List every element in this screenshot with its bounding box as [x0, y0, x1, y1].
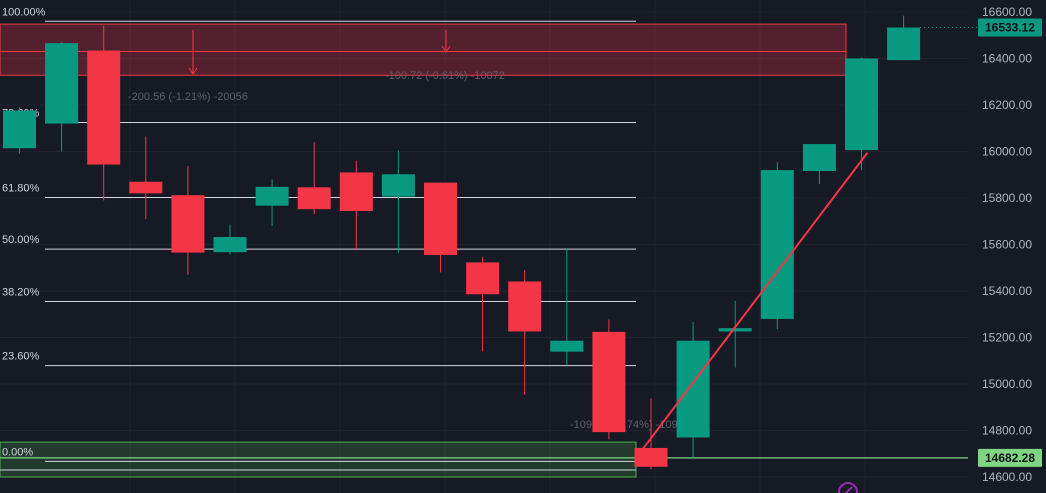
tradingview-logo-icon — [838, 482, 858, 493]
candle-up[interactable] — [550, 248, 584, 366]
price-axis-label: 15600.00 — [982, 238, 1032, 252]
measure-label-2: -100.72 (-0.61%) -10072 — [385, 70, 505, 82]
trend-line[interactable] — [635, 152, 869, 459]
candle-body — [87, 50, 121, 165]
price-tag-label: 16533.12 — [985, 21, 1035, 35]
measure-arrow-1[interactable] — [188, 30, 198, 75]
candle-body — [45, 43, 79, 124]
candle-up[interactable] — [3, 107, 36, 154]
candles[interactable] — [3, 15, 921, 470]
candle-up[interactable] — [760, 162, 794, 330]
candle-up[interactable] — [381, 150, 415, 253]
green-zone[interactable] — [0, 441, 637, 478]
candle-body — [550, 340, 584, 352]
candle-body — [213, 237, 247, 253]
measure-label-3: -109.41 (-0.74%) -10941 — [570, 419, 690, 431]
price-tag-box — [978, 448, 1042, 467]
fib-level-label: 61.80% — [2, 183, 40, 195]
candle-up[interactable] — [887, 15, 921, 61]
price-axis-label: 16200.00 — [982, 98, 1032, 112]
candle-up[interactable] — [676, 322, 710, 458]
price-axis-label: 15000.00 — [982, 377, 1032, 391]
price-axis-label: 15200.00 — [982, 331, 1032, 345]
candle-down[interactable] — [87, 25, 121, 201]
candle-body — [592, 331, 626, 433]
measure-label-1: -200.56 (-1.21%) -20056 — [128, 91, 248, 103]
price-axis-label: 15800.00 — [982, 191, 1032, 205]
candle-body — [508, 281, 542, 332]
candle-up[interactable] — [718, 300, 752, 368]
fib-level-label: 38.20% — [2, 286, 40, 298]
candle-body — [676, 340, 710, 438]
candle-body — [760, 170, 794, 319]
candle-down[interactable] — [424, 182, 457, 273]
candle-body — [718, 328, 752, 332]
candle-up[interactable] — [45, 42, 79, 152]
candle-down[interactable] — [508, 270, 542, 395]
candle-down[interactable] — [129, 136, 163, 219]
candle-body — [3, 110, 36, 149]
price-axis-label: 16000.00 — [982, 145, 1032, 159]
price-tags: 16533.12 14682.28 — [978, 18, 1042, 467]
price-axis-label: 14600.00 — [982, 470, 1032, 484]
candle-down[interactable] — [592, 319, 626, 440]
candle-body — [381, 174, 415, 197]
price-axis[interactable]: 16600.00 16400.00 16200.00 16000.00 15800.00… — [982, 5, 1032, 484]
price-tag-box — [978, 18, 1042, 37]
price-tag: 16533.12 — [978, 18, 1042, 37]
candle-body — [129, 181, 163, 194]
candle-body — [339, 172, 373, 212]
price-axis-label: 16400.00 — [982, 52, 1032, 66]
candle-up[interactable] — [802, 144, 836, 185]
candle-body — [171, 195, 205, 253]
candle-up[interactable] — [255, 179, 289, 226]
candle-down[interactable] — [634, 398, 668, 470]
candle-body — [845, 58, 878, 151]
candle-body — [802, 144, 836, 172]
price-axis-label: 14800.00 — [982, 424, 1032, 438]
candle-body — [424, 182, 457, 255]
fib-level-label: 23.60% — [2, 351, 40, 363]
candle-body — [634, 447, 668, 467]
candle-down[interactable] — [466, 256, 500, 352]
measure-arrow-2[interactable] — [441, 30, 451, 53]
candle-body — [887, 27, 921, 61]
candle-down[interactable] — [339, 160, 373, 251]
red-zone[interactable] — [0, 23, 847, 76]
candle-down[interactable] — [171, 165, 205, 275]
candle-body — [466, 262, 500, 295]
fib-level-label: 50.00% — [2, 234, 40, 246]
candle-body — [297, 187, 331, 210]
fib-level-label: 100.00% — [2, 6, 46, 18]
price-axis-label: 15400.00 — [982, 284, 1032, 298]
price-axis-label: 16600.00 — [982, 5, 1032, 19]
candle-body — [255, 186, 289, 206]
candle-up[interactable] — [845, 57, 878, 171]
fib-level-label: 0.00% — [2, 446, 33, 458]
price-tag-label: 14682.28 — [985, 451, 1035, 465]
price-tag: 14682.28 — [978, 448, 1042, 467]
candle-up[interactable] — [213, 224, 247, 255]
candle-down[interactable] — [297, 142, 331, 215]
